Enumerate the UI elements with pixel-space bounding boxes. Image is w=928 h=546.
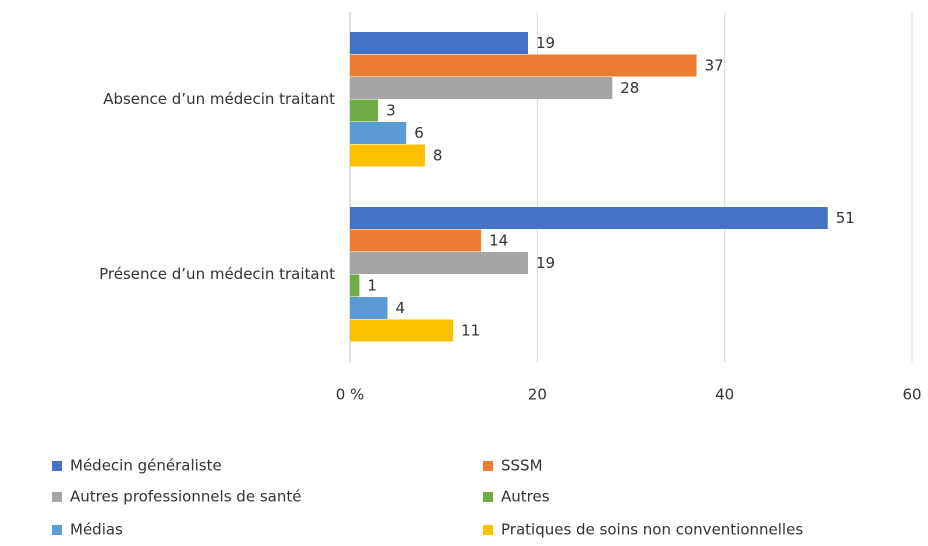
- data-label: 8: [433, 146, 443, 164]
- bar: [350, 274, 360, 297]
- data-label: 4: [395, 299, 405, 317]
- legend-label: Pratiques de soins non conventionnelles: [501, 521, 803, 539]
- bar: [350, 297, 388, 319]
- category-label: Absence d’un médecin traitant: [103, 90, 335, 108]
- data-label: 51: [836, 209, 855, 227]
- bar: [350, 207, 828, 229]
- data-label: 19: [536, 34, 555, 52]
- legend-label: Autres: [501, 488, 550, 506]
- legend-swatch: [52, 525, 62, 535]
- bar: [350, 122, 407, 144]
- data-label: 3: [386, 101, 396, 119]
- legend-label: Médecin généraliste: [70, 457, 222, 475]
- x-tick-label: 40: [715, 386, 734, 404]
- data-label: 6: [414, 124, 424, 142]
- legend-label: Médias: [70, 521, 123, 539]
- bar: [350, 144, 425, 167]
- data-label: 28: [620, 79, 639, 97]
- data-label: 19: [536, 254, 555, 272]
- data-label: 11: [461, 321, 480, 339]
- legend-swatch: [483, 492, 493, 502]
- legend-label: Autres professionnels de santé: [70, 488, 301, 506]
- category-label: Présence d’un médecin traitant: [99, 265, 335, 283]
- bar: [350, 229, 482, 252]
- bar: [350, 32, 528, 54]
- legend-swatch: [52, 461, 62, 471]
- legend-swatch: [483, 525, 493, 535]
- legend-label: SSSM: [501, 457, 543, 475]
- legend-swatch: [483, 461, 493, 471]
- bar: [350, 77, 613, 99]
- x-tick-label: 20: [528, 386, 547, 404]
- bar: [350, 99, 379, 122]
- x-tick-label: 60: [902, 386, 921, 404]
- bar: [350, 54, 697, 77]
- bar: [350, 252, 528, 274]
- bar: [350, 319, 454, 342]
- legend-swatch: [52, 492, 62, 502]
- x-tick-label: 0 %: [336, 386, 365, 404]
- data-label: 37: [705, 56, 724, 74]
- data-label: 14: [489, 231, 508, 249]
- data-label: 1: [367, 276, 377, 294]
